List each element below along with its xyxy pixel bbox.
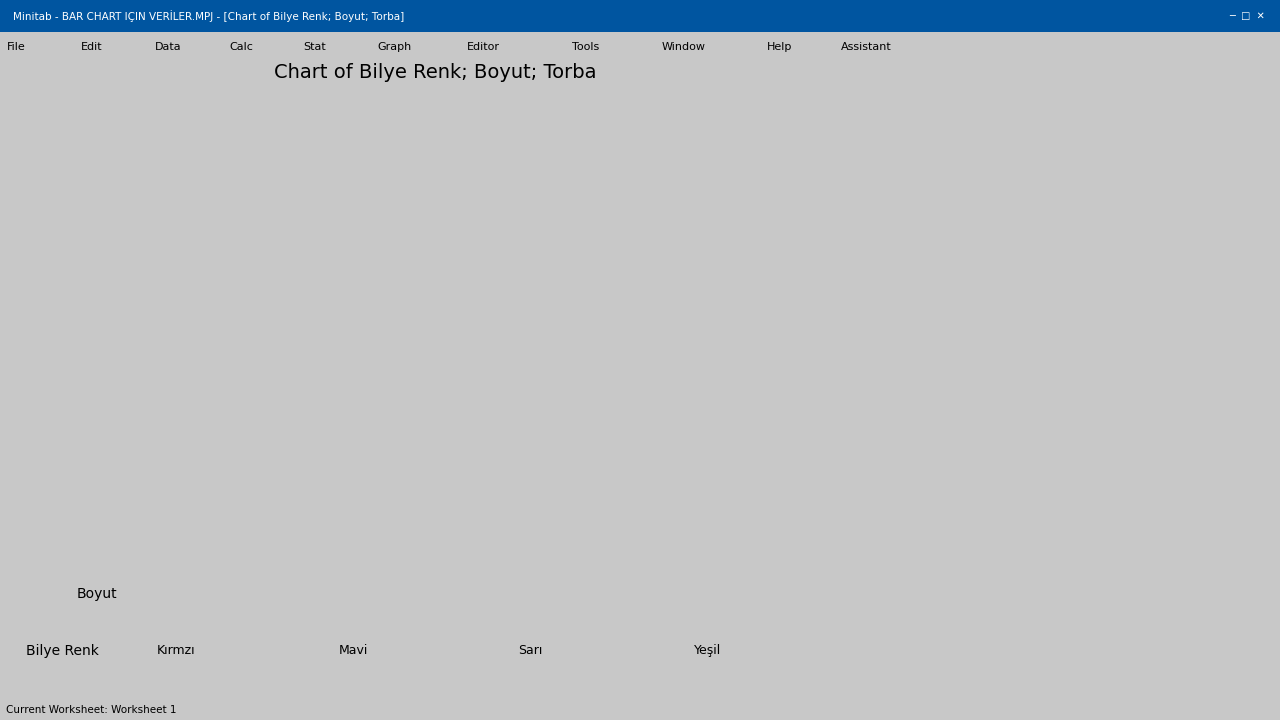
Text: 2: 2 xyxy=(876,174,883,187)
Text: Calc: Calc xyxy=(229,42,253,52)
Text: Current Worksheet: Worksheet 1: Current Worksheet: Worksheet 1 xyxy=(6,705,177,715)
Text: Stat: Stat xyxy=(303,42,326,52)
Bar xyxy=(829,138,860,161)
Bar xyxy=(465,124,495,325)
Text: Tools: Tools xyxy=(572,42,599,52)
Bar xyxy=(110,124,141,325)
Text: Graph: Graph xyxy=(378,42,412,52)
Text: Help: Help xyxy=(767,42,792,52)
Bar xyxy=(515,325,545,526)
Bar xyxy=(110,325,141,526)
Bar xyxy=(388,325,419,526)
Text: Editor: Editor xyxy=(467,42,500,52)
Bar xyxy=(160,325,191,526)
Text: Window: Window xyxy=(662,42,705,52)
Y-axis label: Count: Count xyxy=(41,289,55,330)
Text: Data: Data xyxy=(155,42,182,52)
Text: Torba: Torba xyxy=(854,118,887,131)
Text: Sarı: Sarı xyxy=(518,644,543,657)
Text: Mavi: Mavi xyxy=(338,644,367,657)
Text: 3: 3 xyxy=(876,143,883,156)
Bar xyxy=(829,169,860,192)
Text: Yeşil: Yeşil xyxy=(694,644,721,657)
Text: 1: 1 xyxy=(876,205,883,218)
Text: Chart of Bilye Renk; Boyut; Torba: Chart of Bilye Renk; Boyut; Torba xyxy=(274,63,596,81)
Text: Minitab - BAR CHART IÇIN VERİLER.MPJ - [Chart of Bilye Renk; Boyut; Torba]: Minitab - BAR CHART IÇIN VERİLER.MPJ - [… xyxy=(13,10,404,22)
Bar xyxy=(692,124,723,325)
Bar xyxy=(388,124,419,325)
Text: Bilye Renk: Bilye Renk xyxy=(26,644,99,658)
Bar xyxy=(692,325,723,526)
Text: Boyut: Boyut xyxy=(77,587,118,600)
Bar xyxy=(338,325,369,526)
Text: Assistant: Assistant xyxy=(841,42,892,52)
Text: Edit: Edit xyxy=(81,42,102,52)
Bar xyxy=(641,124,672,325)
Bar xyxy=(465,325,495,526)
Bar xyxy=(742,325,773,526)
Text: File: File xyxy=(6,42,26,52)
Bar xyxy=(287,124,317,526)
Text: Kırmzı: Kırmzı xyxy=(156,644,195,657)
Bar xyxy=(641,325,672,526)
Bar xyxy=(829,200,860,223)
Bar xyxy=(211,124,242,526)
Text: ─  □  ✕: ─ □ ✕ xyxy=(1229,12,1265,21)
